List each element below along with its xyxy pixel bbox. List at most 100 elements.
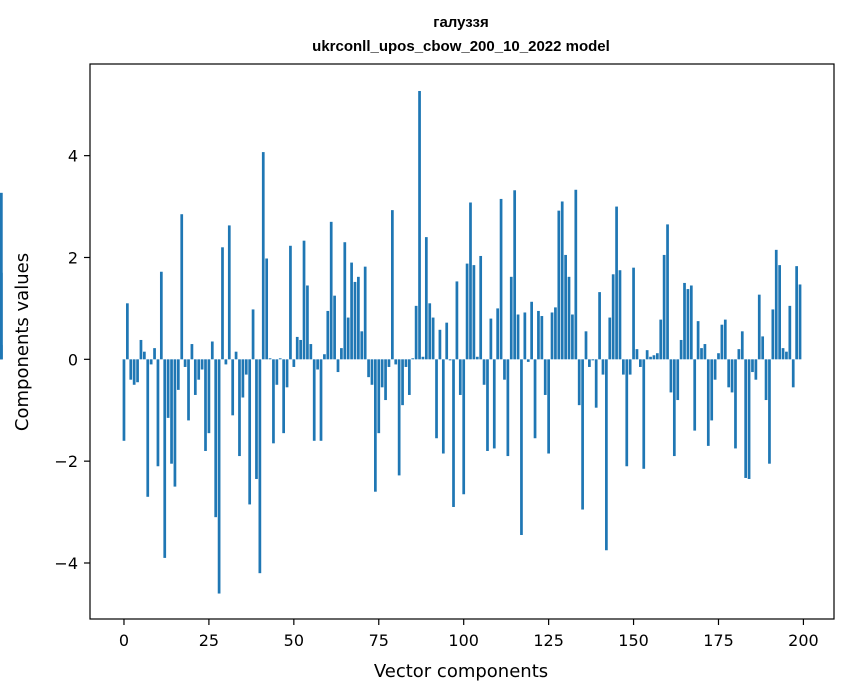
bar [666,224,669,360]
bar [509,276,513,360]
bar [717,353,720,360]
bar [343,242,347,360]
bar [757,294,761,360]
y-axis-label: Components values [12,253,33,431]
bar [683,282,686,360]
bar [679,339,683,360]
bar [122,359,126,441]
bar [340,348,343,360]
bar [455,281,459,360]
y-tick-label: −2 [54,452,78,471]
bar [248,359,252,505]
bar [126,303,129,360]
bar [407,359,411,395]
bar [730,359,734,393]
bar [441,359,445,454]
bar [669,359,673,393]
bar [754,359,758,380]
bar [268,358,272,360]
bar [740,331,744,360]
bar [374,359,377,492]
bar [210,341,214,360]
bar [166,359,170,418]
bar [520,359,523,535]
bar [139,339,143,360]
bar [598,292,601,360]
bar [703,344,707,360]
bar [550,312,554,360]
bar [309,344,313,360]
x-axis-ticks: 0 25 50 75 100 125 150 175 200 [119,619,819,650]
bar [207,359,211,434]
bar [234,351,238,360]
x-tick-label: 100 [448,631,479,650]
bar [696,321,700,360]
bar [445,322,449,360]
bar [353,281,357,360]
bar [367,359,370,378]
bar [448,359,452,361]
bar [737,349,741,360]
bar [363,266,367,360]
bar [197,359,201,380]
bar [472,265,476,360]
x-tick-label: 0 [119,631,129,650]
bar [357,276,360,360]
bar [751,359,754,373]
bar [435,359,438,439]
bar [747,359,751,479]
bar [265,258,269,360]
bar [649,356,652,360]
bar [530,301,533,360]
bar [771,309,775,360]
chart-subtitle: ukrconll_upos_cbow_200_10_2022 model [312,38,610,55]
bar [397,359,401,476]
bar [129,359,133,380]
bar [251,309,255,360]
bar [136,359,139,383]
bar [387,359,391,367]
bar [611,274,615,360]
bar [333,295,336,360]
bar [584,331,588,360]
bar [791,359,795,388]
bar [0,345,3,360]
bar [377,359,381,434]
bar [506,359,510,457]
bar [632,267,635,360]
y-tick-label: 0 [68,350,78,369]
bar [676,359,680,401]
bar [700,348,703,360]
bar [479,255,483,360]
bar [642,359,646,469]
bar [200,359,204,370]
bar [244,359,248,375]
bar [567,276,571,360]
bar [720,324,724,360]
bar [258,359,262,574]
bar [554,307,557,360]
bar [601,359,605,375]
bar [496,308,500,360]
bar [482,359,486,385]
bar [574,189,578,360]
y-tick-label: −4 [54,554,78,573]
bar [238,359,241,457]
bar [628,359,632,375]
bar [452,359,455,507]
bar [187,359,190,421]
bar [176,359,180,390]
bar [577,359,581,406]
bar [384,359,387,401]
bar [768,359,771,464]
bar [170,359,173,464]
bar [370,359,374,385]
bar [431,317,435,360]
x-tick-label: 75 [369,631,389,650]
bar [516,314,520,360]
bar [214,359,218,518]
bar [302,240,306,360]
bar [394,359,398,365]
bar [761,336,765,360]
